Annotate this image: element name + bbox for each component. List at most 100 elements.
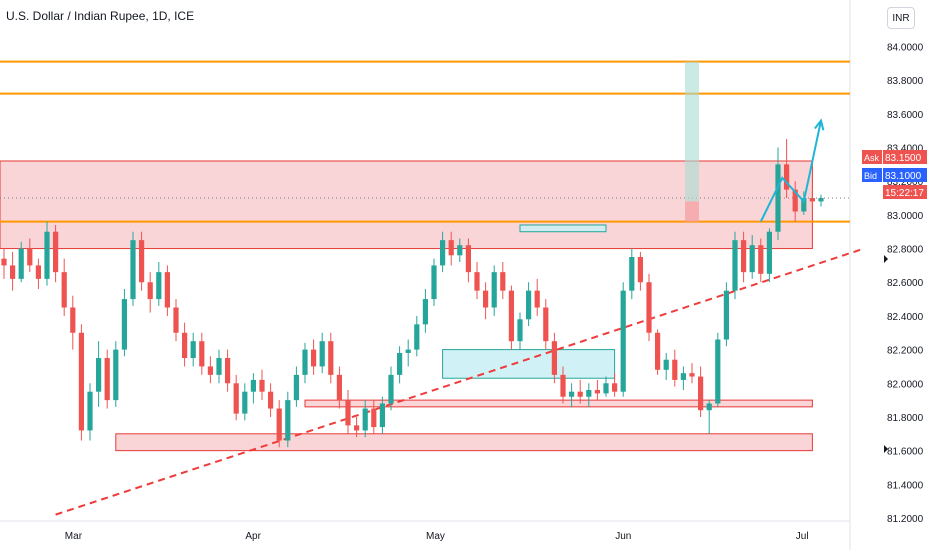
candle xyxy=(397,346,403,384)
candle xyxy=(10,251,16,291)
candle xyxy=(543,299,549,350)
x-tick-label: Jul xyxy=(796,531,809,542)
candle xyxy=(809,191,815,209)
candle xyxy=(646,273,652,342)
candle xyxy=(500,262,506,300)
trendline xyxy=(55,247,865,516)
candle xyxy=(620,282,626,397)
candle xyxy=(362,400,368,438)
ask-label-bg xyxy=(862,150,882,164)
candle xyxy=(173,299,179,342)
projection-arrowhead xyxy=(814,118,825,131)
candle xyxy=(225,349,231,392)
y-tick-label: 81.8000 xyxy=(887,413,924,424)
candle xyxy=(689,363,695,384)
candle xyxy=(113,341,119,407)
countdown-label: 15:22:17 xyxy=(885,188,924,199)
breakout-box xyxy=(519,224,607,233)
candle xyxy=(328,332,334,384)
candle xyxy=(672,349,678,387)
candle xyxy=(121,288,127,357)
candle xyxy=(388,366,394,411)
candle xyxy=(465,238,471,283)
candle xyxy=(508,285,514,350)
candle xyxy=(414,315,420,357)
ask-value: 83.1500 xyxy=(885,153,922,164)
candle xyxy=(35,258,41,289)
y-tick-label: 82.4000 xyxy=(887,312,924,323)
candle xyxy=(302,342,308,384)
candle xyxy=(741,231,747,283)
candle xyxy=(259,369,265,401)
candle xyxy=(560,366,566,404)
candle xyxy=(130,231,136,306)
candle xyxy=(182,322,188,367)
candle xyxy=(61,258,67,316)
y-tick-label: 83.6000 xyxy=(887,110,924,121)
candle xyxy=(44,221,50,286)
support-zone-lower xyxy=(115,433,813,452)
candle xyxy=(336,366,342,409)
support-zone-upper xyxy=(304,399,813,408)
candle xyxy=(18,241,24,283)
y-tick-label: 82.8000 xyxy=(887,245,924,256)
candle xyxy=(766,228,772,283)
candle xyxy=(354,416,360,438)
candle xyxy=(586,383,592,407)
bid-label: Bid xyxy=(864,171,877,181)
candle xyxy=(594,379,600,401)
y-tick-label: 83.4000 xyxy=(887,144,924,155)
candle xyxy=(405,339,411,367)
y-tick-label: 84.0000 xyxy=(887,42,924,53)
candle xyxy=(715,332,721,407)
candle xyxy=(577,379,583,404)
candle xyxy=(474,262,480,300)
candle xyxy=(422,288,428,333)
candle xyxy=(104,349,110,409)
y-tick-label: 81.4000 xyxy=(887,480,924,491)
candle xyxy=(53,224,59,283)
candle xyxy=(637,251,643,291)
stop-zone xyxy=(685,201,699,222)
candle xyxy=(758,238,764,283)
candle xyxy=(250,373,256,404)
candle xyxy=(663,352,669,380)
candle xyxy=(242,383,248,421)
y-tick-label: 82.6000 xyxy=(887,278,924,289)
countdown-bg xyxy=(883,185,927,199)
y-tick-label: 83.2000 xyxy=(887,177,924,188)
candle xyxy=(723,282,729,347)
candle xyxy=(190,332,196,367)
candle xyxy=(70,295,76,350)
candle xyxy=(139,231,145,291)
candle xyxy=(87,383,93,441)
candle xyxy=(818,194,824,207)
axis-marker-icon xyxy=(884,445,888,453)
candle xyxy=(147,272,153,313)
currency-button[interactable]: INR xyxy=(887,7,915,29)
candle xyxy=(749,235,755,279)
axis-marker-icon xyxy=(884,255,888,263)
candle xyxy=(784,139,790,199)
chart-title: U.S. Dollar / Indian Rupee, 1D, ICE xyxy=(6,9,195,23)
x-tick-label: Mar xyxy=(65,531,83,542)
candle xyxy=(199,332,205,375)
candle xyxy=(216,349,222,384)
candle xyxy=(345,390,351,434)
bid-label-bg xyxy=(862,168,882,182)
candle xyxy=(775,147,781,241)
candle xyxy=(603,376,609,397)
bid-value: 83.1000 xyxy=(885,171,922,182)
ask-value-bg xyxy=(883,150,927,164)
candle xyxy=(233,374,239,421)
candle xyxy=(569,383,575,407)
candle xyxy=(379,396,385,434)
candle xyxy=(680,366,686,391)
ask-label: Ask xyxy=(864,153,880,163)
candle xyxy=(440,231,446,273)
candle xyxy=(156,262,162,306)
candle xyxy=(164,265,170,316)
candle xyxy=(732,231,738,300)
target-zone xyxy=(685,61,699,202)
